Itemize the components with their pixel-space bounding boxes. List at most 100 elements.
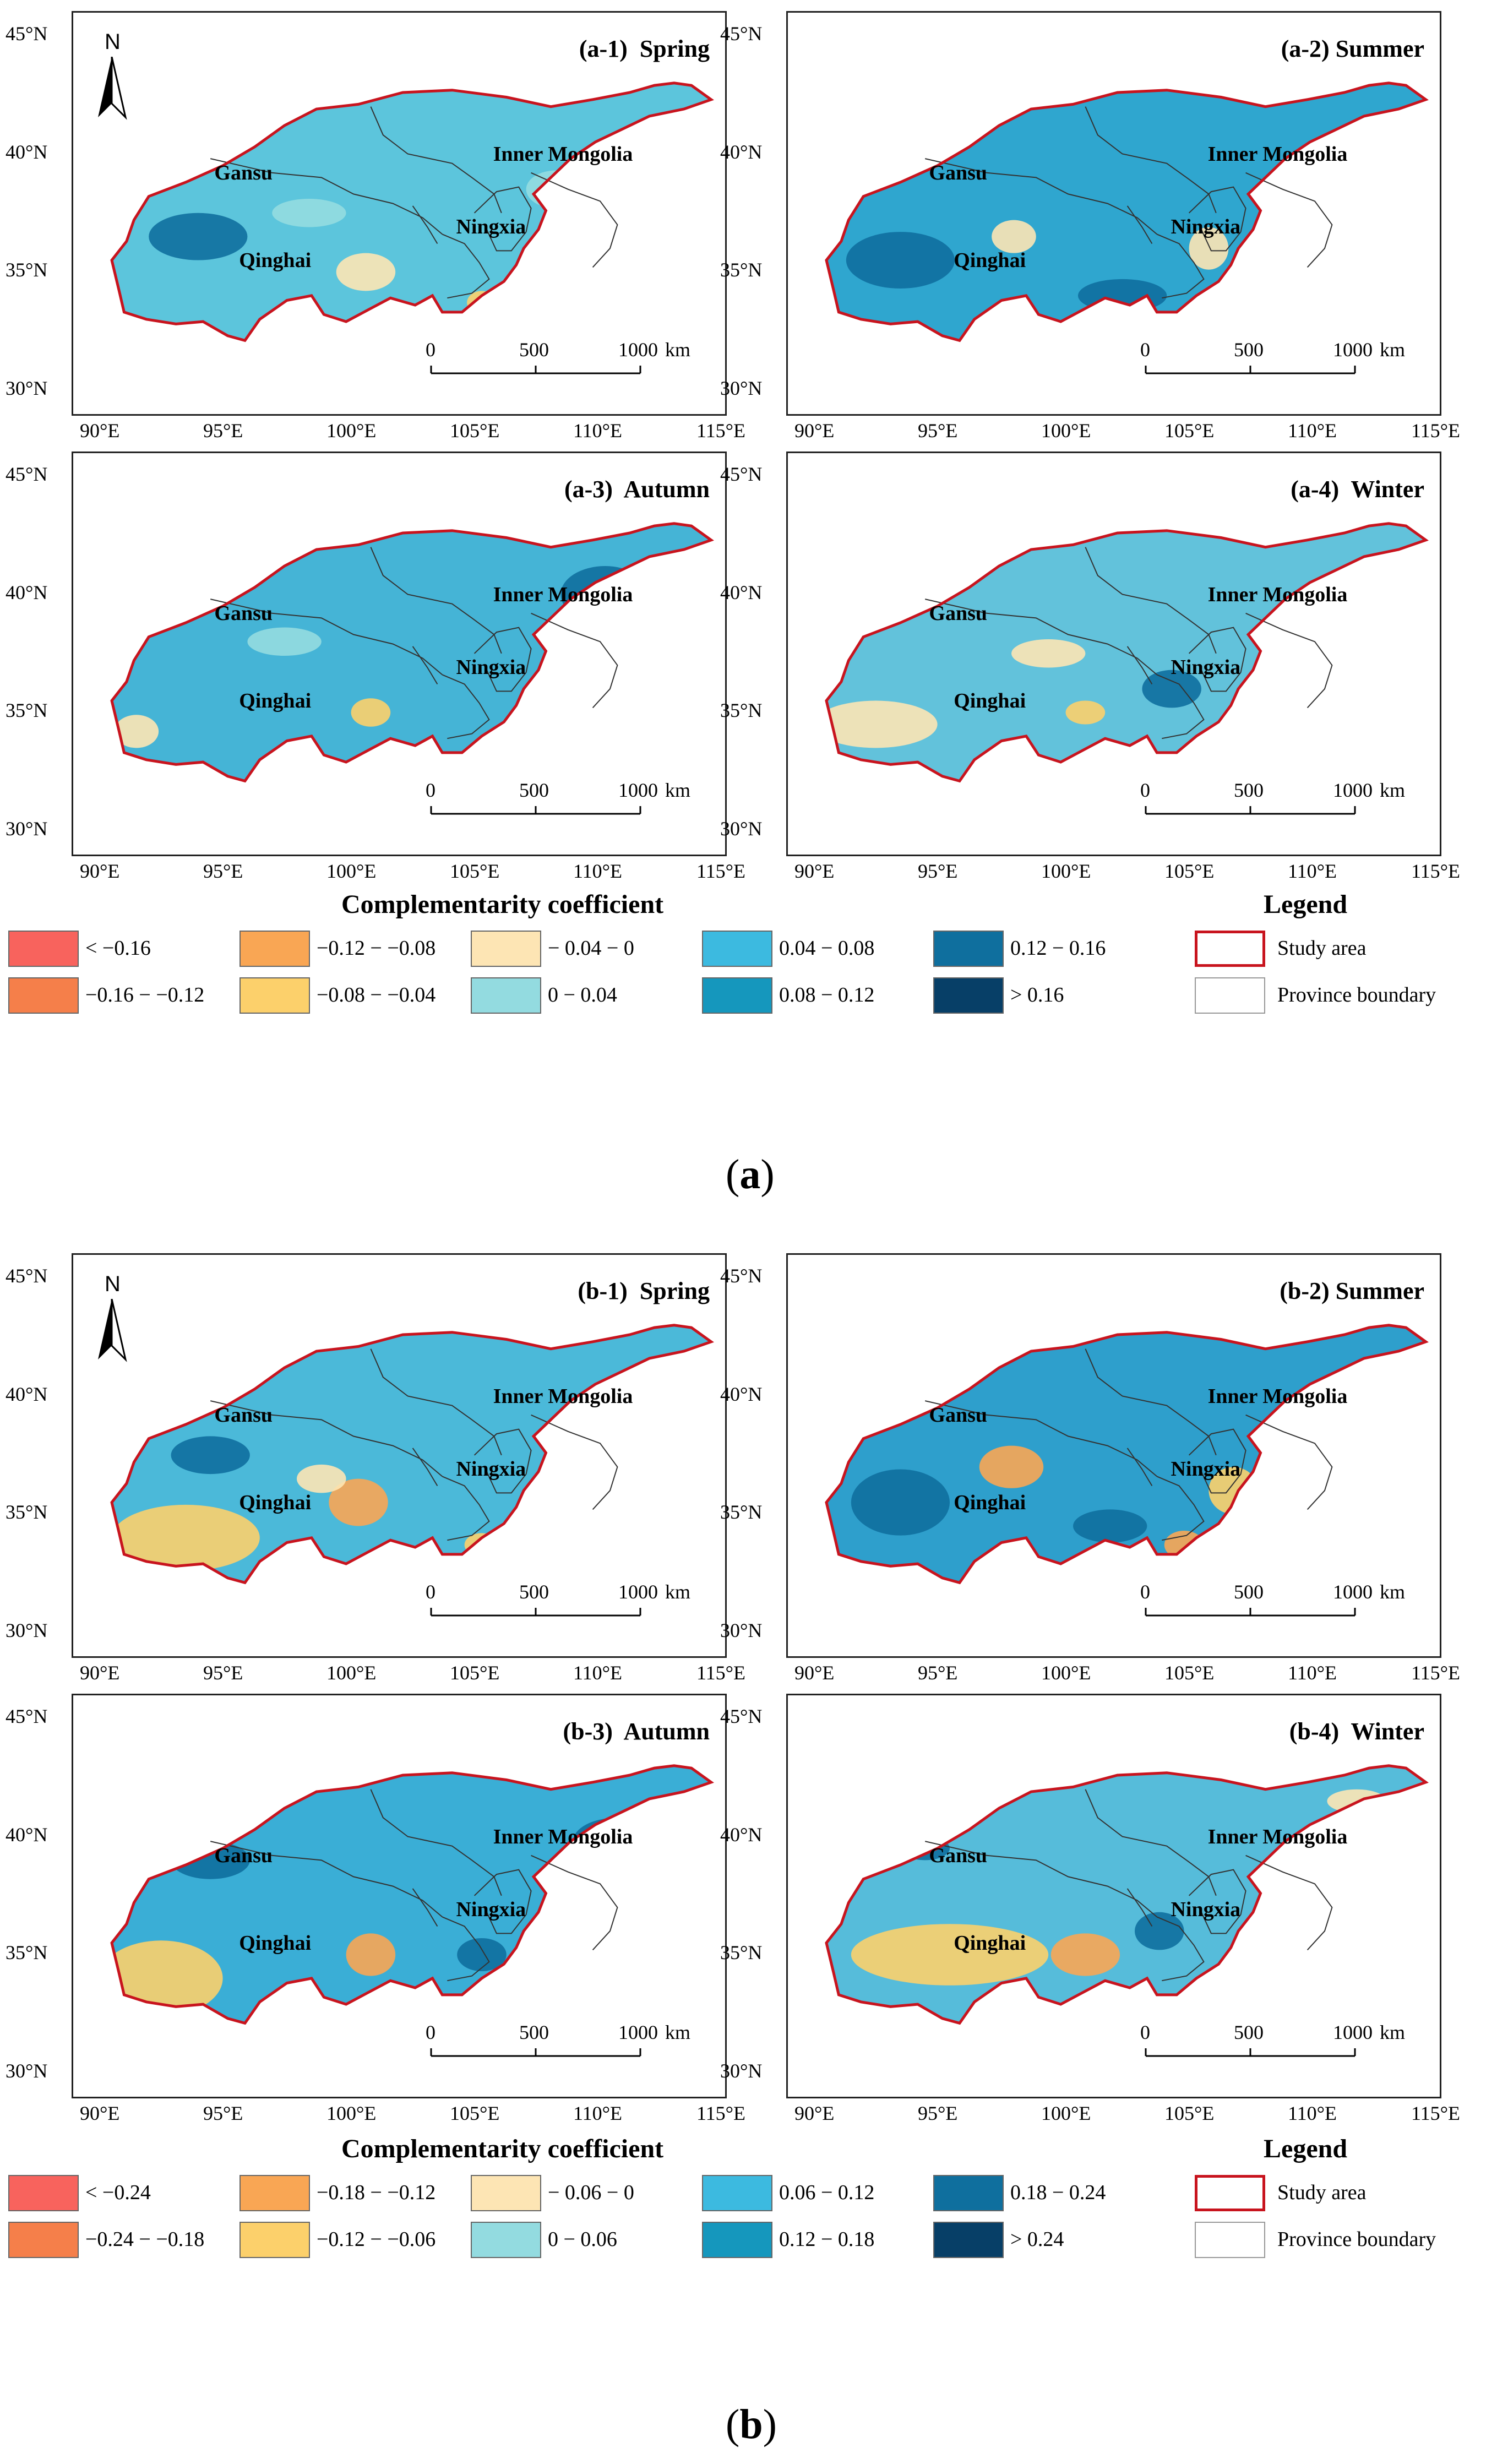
province-label: Inner Mongolia bbox=[1207, 583, 1348, 606]
scale-bar-line bbox=[430, 366, 641, 374]
scale-tick-label: 500 bbox=[1234, 1581, 1264, 1603]
scale-bar-line bbox=[1145, 1608, 1356, 1617]
longitude-tick-label: 115°E bbox=[696, 420, 746, 442]
scale-tick-label: 0 bbox=[426, 2021, 436, 2043]
value-patch bbox=[297, 1464, 346, 1493]
scale-bar: 0 500 1000 km bbox=[1140, 1577, 1405, 1621]
province-boundary-line bbox=[210, 599, 443, 676]
province-boundary-line bbox=[442, 233, 490, 299]
province-label: Qinghai bbox=[954, 1491, 1026, 1514]
value-patch bbox=[1011, 639, 1086, 668]
value-patch bbox=[171, 1436, 250, 1475]
map-panel: (a-3) Autumn Gansu Inner Mongolia Ningxia Qi… bbox=[72, 452, 727, 856]
map-canvas bbox=[110, 81, 714, 342]
province-boundary-line bbox=[210, 1400, 443, 1477]
latitude-tick-label: 35°N bbox=[6, 1941, 48, 1963]
longitude-tick-label: 90°E bbox=[80, 420, 120, 442]
latitude-tick-label: 40°N bbox=[6, 1823, 48, 1846]
province-boundary-line bbox=[473, 186, 532, 252]
longitude-tick-label: 105°E bbox=[450, 2102, 500, 2124]
scale-unit-label: km bbox=[665, 2021, 691, 2043]
province-boundary-line bbox=[412, 1448, 438, 1487]
latitude-tick-label: 35°N bbox=[6, 259, 48, 281]
province-label: Ningxia bbox=[456, 1457, 526, 1481]
latitude-tick-label: 30°N bbox=[6, 2059, 48, 2082]
scale-tick-label: 0 bbox=[426, 339, 436, 361]
legend-title: Complementarity coefficient bbox=[341, 2134, 664, 2163]
map-panel: (b-1) Spring Gansu Inner Mongolia Ningxia Qi… bbox=[72, 1253, 727, 1658]
province-boundary-line bbox=[531, 172, 618, 268]
panel-title: (a-1) Spring bbox=[579, 35, 710, 62]
province-boundary-line bbox=[1126, 646, 1153, 685]
study-area-label: Study area bbox=[1277, 2181, 1367, 2204]
province-label: Ningxia bbox=[1171, 656, 1241, 679]
longitude-tick-label: 90°E bbox=[794, 2102, 835, 2124]
legend-swatch-label: 0.06 − 0.12 bbox=[779, 2181, 875, 2204]
legend-swatch-label: −0.24 − −0.18 bbox=[85, 2228, 205, 2251]
legend-swatch bbox=[933, 2175, 1004, 2211]
province-label: Inner Mongolia bbox=[1207, 1825, 1348, 1848]
legend-title: Complementarity coefficient bbox=[341, 890, 664, 919]
map-canvas bbox=[110, 1324, 714, 1585]
north-arrow-shape bbox=[98, 1299, 127, 1362]
legend-swatch bbox=[8, 2222, 79, 2258]
value-patch bbox=[526, 170, 586, 209]
latitude-tick-label: 30°N bbox=[720, 1619, 763, 1641]
scale-tick-label: 1000 bbox=[618, 339, 658, 361]
latitude-tick-label: 45°N bbox=[720, 463, 763, 485]
caption-open: ( bbox=[726, 1151, 740, 1198]
province-boundary-line bbox=[1245, 612, 1333, 709]
latitude-tick-label: 45°N bbox=[6, 1705, 48, 1727]
north-arrow-right bbox=[111, 1299, 127, 1362]
value-patch bbox=[346, 1933, 396, 1976]
province-boundary-line bbox=[412, 205, 438, 244]
latitude-tick-label: 30°N bbox=[6, 1619, 48, 1641]
province-boundary-line bbox=[1156, 233, 1205, 299]
legend-swatch-label: 0.12 − 0.16 bbox=[1010, 937, 1106, 960]
scale-bar: 0 500 1000 km bbox=[426, 1577, 690, 1621]
legend-swatch bbox=[933, 2222, 1004, 2258]
province-boundary-line bbox=[442, 1476, 490, 1541]
study-area-outline bbox=[110, 81, 714, 342]
longitude-tick-label: 110°E bbox=[1288, 860, 1337, 882]
study-area-outline bbox=[825, 522, 1429, 783]
legend-swatch bbox=[702, 2175, 772, 2211]
caption-letter: b bbox=[739, 2401, 763, 2447]
study-area-swatch bbox=[1195, 2175, 1265, 2211]
province-label: Inner Mongolia bbox=[493, 142, 633, 166]
scale-tick-label: 1000 bbox=[1333, 1581, 1373, 1603]
map-canvas bbox=[110, 1764, 714, 2025]
scale-bar: 0 500 1000 km bbox=[426, 775, 690, 819]
legend-swatch-label: < −0.16 bbox=[85, 937, 151, 960]
legend-swatch bbox=[471, 2222, 541, 2258]
longitude-tick-label: 105°E bbox=[1164, 860, 1215, 882]
longitude-tick-label: 105°E bbox=[450, 860, 500, 882]
province-boundary-line bbox=[1188, 1869, 1246, 1934]
north-arrow-right bbox=[111, 57, 127, 120]
scale-tick-label: 500 bbox=[1234, 339, 1264, 361]
latitude-tick-label: 30°N bbox=[6, 817, 48, 840]
legend-swatch-label: 0.08 − 0.12 bbox=[779, 983, 875, 1007]
legend-key-title: Legend bbox=[1264, 2134, 1348, 2163]
longitude-tick-label: 95°E bbox=[918, 420, 958, 442]
legend-swatch bbox=[933, 931, 1004, 967]
longitude-tick-label: 100°E bbox=[1041, 420, 1091, 442]
province-boundary-line bbox=[531, 1414, 618, 1510]
panel-title: (b-1) Spring bbox=[578, 1277, 710, 1304]
value-patch bbox=[1065, 700, 1106, 725]
longitude-tick-label: 115°E bbox=[696, 2102, 746, 2124]
scale-tick-label: 500 bbox=[519, 779, 549, 801]
value-patch bbox=[247, 627, 322, 656]
legend-swatch bbox=[239, 2222, 310, 2258]
province-label: Qinghai bbox=[239, 248, 312, 272]
province-boundary-line bbox=[442, 1916, 490, 1982]
longitude-tick-label: 100°E bbox=[326, 2102, 377, 2124]
province-boundary-line bbox=[924, 1841, 1157, 1918]
scale-unit-label: km bbox=[665, 339, 691, 361]
value-patch bbox=[112, 1504, 260, 1571]
latitude-tick-label: 40°N bbox=[6, 140, 48, 163]
legend-swatch-label: − 0.06 − 0 bbox=[548, 2181, 634, 2204]
province-boundary-label: Province boundary bbox=[1277, 983, 1436, 1007]
province-label: Qinghai bbox=[239, 1931, 312, 1955]
value-patch bbox=[1142, 670, 1201, 708]
